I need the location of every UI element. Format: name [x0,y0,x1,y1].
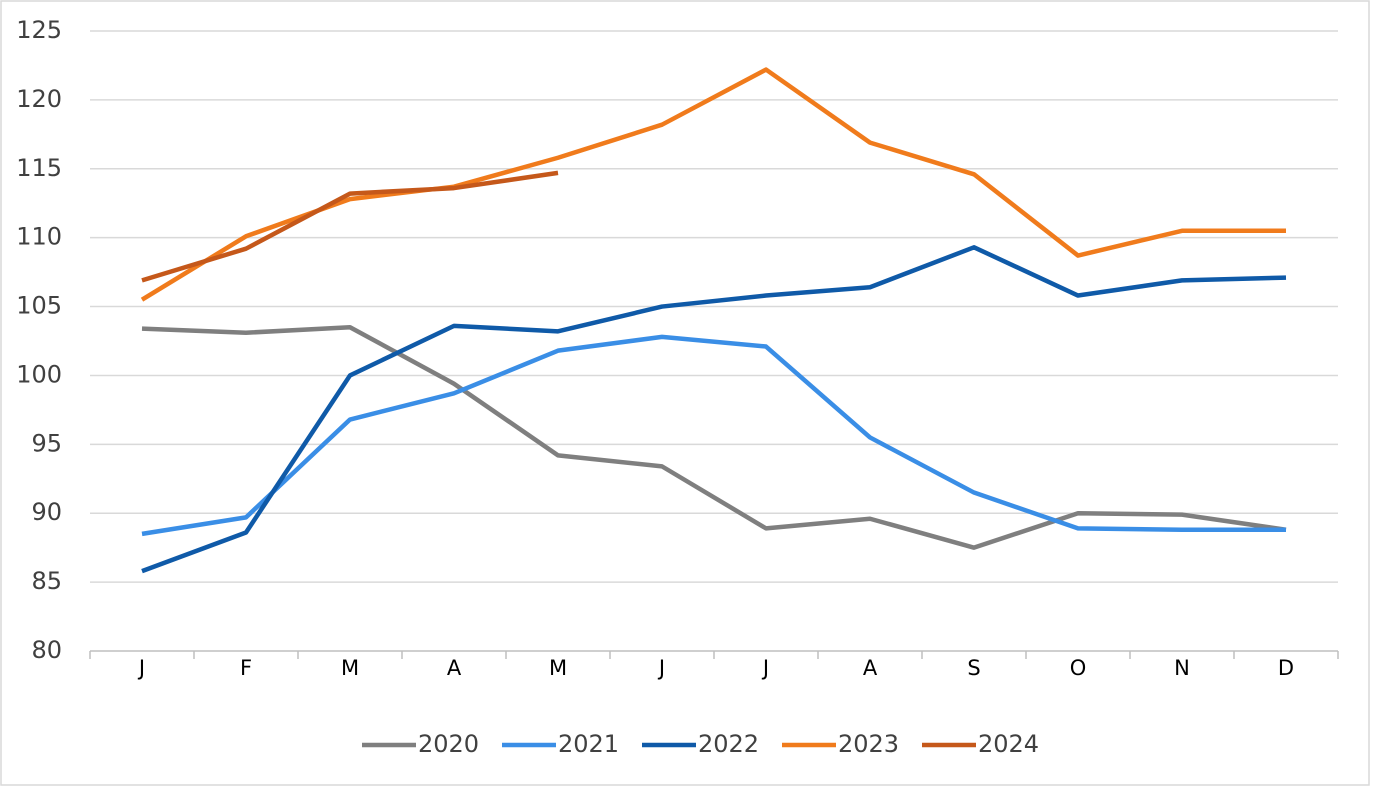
y-tick-label: 105 [16,292,62,320]
legend-label: 2021 [558,730,619,758]
x-tick-label: A [863,656,878,680]
y-tick-label: 120 [16,85,62,113]
x-tick-label: D [1278,656,1294,680]
y-tick-label: 85 [31,567,62,595]
y-tick-label: 110 [16,223,62,251]
line-series [141,324,1287,550]
y-tick-label: 115 [16,154,62,182]
x-tick-label: J [657,656,665,680]
x-tick-label: A [447,656,462,680]
x-tick-label: M [549,656,567,680]
y-tick-label: 95 [31,429,62,457]
x-tick-label: J [137,656,145,680]
y-tick-label: 80 [31,636,62,664]
line-series [141,170,559,283]
x-tick-label: N [1174,656,1190,680]
line-series [141,245,1287,574]
x-tick-label: F [240,656,252,680]
y-tick-label: 125 [16,16,62,44]
legend-label: 2024 [978,730,1039,758]
line-series [141,334,1286,537]
x-tick-label: M [341,656,359,680]
legend-label: 2020 [418,730,479,758]
y-tick-label: 100 [16,360,62,388]
x-tick-label: S [967,656,980,680]
y-tick-label: 90 [31,498,62,526]
x-tick-label: O [1070,656,1087,680]
x-tick-label: J [761,656,769,680]
legend-label: 2023 [838,730,899,758]
legend-label: 2022 [698,730,759,758]
